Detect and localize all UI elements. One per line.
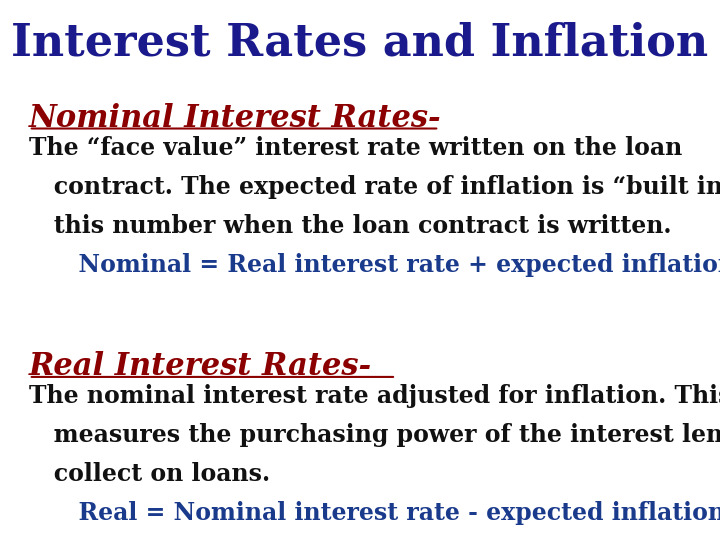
Text: Nominal = Real interest rate + expected inflation: Nominal = Real interest rate + expected … — [29, 253, 720, 276]
Text: this number when the loan contract is written.: this number when the loan contract is wr… — [29, 214, 671, 238]
Text: Interest Rates and Inflation: Interest Rates and Inflation — [12, 22, 708, 65]
Text: Real = Nominal interest rate - expected inflation: Real = Nominal interest rate - expected … — [29, 501, 720, 525]
Text: The “face value” interest rate written on the loan: The “face value” interest rate written o… — [29, 136, 682, 160]
Text: contract. The expected rate of inflation is “built in” to: contract. The expected rate of inflation… — [29, 175, 720, 199]
Text: Nominal Interest Rates-: Nominal Interest Rates- — [29, 103, 441, 133]
Text: Real Interest Rates-: Real Interest Rates- — [29, 351, 372, 382]
Text: collect on loans.: collect on loans. — [29, 462, 270, 486]
Text: measures the purchasing power of the interest lenders: measures the purchasing power of the int… — [29, 423, 720, 447]
Text: The nominal interest rate adjusted for inflation. This: The nominal interest rate adjusted for i… — [29, 384, 720, 408]
